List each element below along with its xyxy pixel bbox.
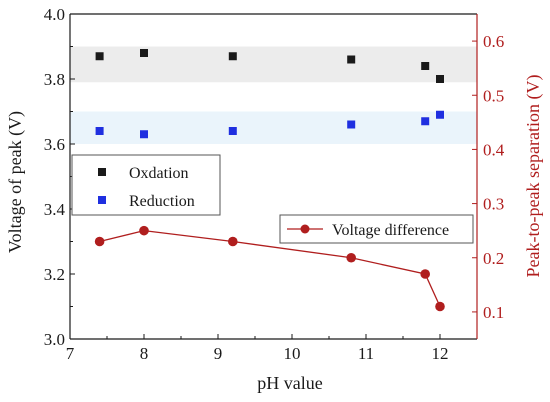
- data-point-1-5: [436, 110, 444, 119]
- legend-oxdation-label: Oxdation: [129, 165, 189, 182]
- y-right-tick-label-3: 0.4: [483, 140, 505, 159]
- legend-reduction-label: Reduction: [129, 193, 195, 210]
- series-layer: [94, 49, 445, 312]
- series-reduction: [95, 110, 444, 139]
- data-point-0-4: [421, 62, 430, 70]
- y-right-tick-label-4: 0.5: [483, 86, 504, 105]
- y-left-tick-label-4: 3.8: [44, 70, 65, 89]
- data-point-1-2: [228, 127, 237, 135]
- data-point-0-2: [228, 52, 237, 61]
- x-tick-label-4: 11: [358, 344, 374, 363]
- highlight-band-0: [70, 46, 477, 83]
- data-point-2-3: [346, 252, 357, 263]
- legend-left: Oxdation Reduction: [71, 154, 221, 216]
- x-axis-title: pH value: [257, 373, 322, 393]
- data-point-2-4: [420, 269, 431, 279]
- legend-oxdation-marker: [98, 168, 106, 176]
- legend-reduction-marker: [98, 196, 106, 204]
- y-right-tick-label-0: 0.1: [483, 303, 504, 322]
- y-left-tick-label-5: 4.0: [44, 5, 65, 24]
- x-tick-label-2: 9: [214, 344, 223, 363]
- legend-right: Voltage difference: [279, 214, 474, 244]
- data-point-1-1: [140, 130, 148, 139]
- y-axis-right-title: Peak-to-peak separation (V): [523, 75, 544, 278]
- x-tick-label-1: 8: [140, 344, 149, 363]
- y-left-tick-label-2: 3.4: [44, 200, 66, 219]
- y-right-tick-label-1: 0.2: [483, 249, 504, 268]
- data-point-0-0: [95, 52, 104, 61]
- data-point-0-5: [436, 75, 444, 83]
- highlight-bands: [70, 46, 477, 144]
- y-right-tick-label-5: 0.6: [483, 32, 504, 51]
- series-voltage-difference: [94, 225, 445, 312]
- x-tick-label-3: 10: [284, 344, 301, 363]
- series-oxdation: [95, 49, 444, 83]
- legend-voltage-difference-label: Voltage difference: [332, 222, 449, 239]
- y-right-tick-label-2: 0.3: [483, 195, 504, 214]
- data-point-0-3: [347, 55, 356, 64]
- data-point-2-0: [94, 236, 105, 247]
- legend-voltage-difference-marker: [300, 224, 310, 234]
- data-point-1-0: [95, 127, 104, 135]
- highlight-band-1: [70, 111, 477, 144]
- data-point-1-3: [347, 120, 356, 129]
- data-point-1-4: [421, 117, 430, 126]
- y-left-tick-label-1: 3.2: [44, 265, 65, 284]
- x-tick-label-5: 12: [432, 344, 449, 363]
- series-line: [99, 230, 441, 307]
- data-point-0-1: [140, 49, 148, 57]
- axis-ticks: 7 8 9 10 11 12 3.0 3.2 3.4 3.6 3.8 4.0 0.1 0.2 0.3 0.4 0…: [44, 5, 505, 363]
- x-tick-label-0: 7: [66, 344, 75, 363]
- y-left-tick-label-3: 3.6: [44, 135, 65, 154]
- data-point-2-5: [435, 301, 445, 312]
- data-point-2-2: [228, 236, 238, 247]
- y-left-tick-label-0: 3.0: [44, 330, 65, 349]
- y-axis-left-title: Voltage of peak (V): [5, 111, 26, 253]
- legend-left-box: [71, 154, 221, 216]
- data-point-2-1: [139, 225, 149, 236]
